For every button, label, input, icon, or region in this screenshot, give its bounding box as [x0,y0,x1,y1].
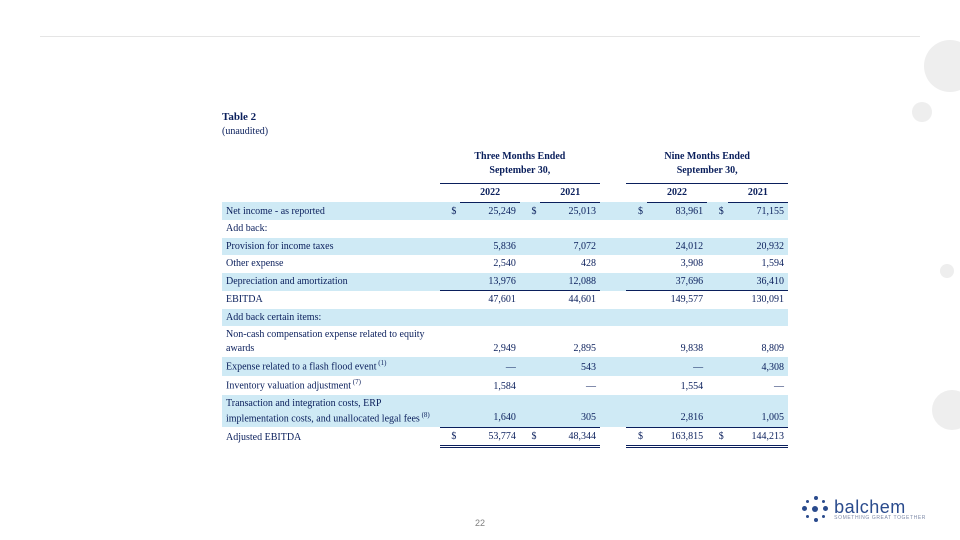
cell-value: 428 [540,255,600,273]
cell-value [540,309,600,327]
cell-value: 2,895 [540,326,600,357]
table-row: Other expense 2,540 428 3,908 1,594 [222,255,788,273]
row-label: Expense related to a flash flood event (… [222,357,440,376]
cell-value: 1,584 [460,376,520,395]
table-row: Expense related to a flash flood event (… [222,357,788,376]
table-row: Provision for income taxes 5,836 7,072 24,0… [222,238,788,256]
row-label: Other expense [222,255,440,273]
row-label: Add back: [222,220,440,238]
cell-value: 1,594 [728,255,788,273]
row-label: Depreciation and amortization [222,273,440,291]
cell-value: 44,601 [540,291,600,309]
cell-value: 1,554 [647,376,707,395]
cell-value: 71,155 [728,202,788,220]
cell-value: 83,961 [647,202,707,220]
cell-value: 36,410 [728,273,788,291]
col-3m-2021: 2021 [540,184,600,203]
cell-value: 1,640 [460,395,520,427]
table-row: Adjusted EBITDA$53,774$48,344$163,815$14… [222,427,788,447]
cell-value: 37,696 [647,273,707,291]
ebitda-table: Three Months EndedSeptember 30, Nine Mon… [222,148,788,448]
cell-value: — [647,357,707,376]
table-basis: (unaudited) [222,125,788,139]
col-group-9m: Nine Months EndedSeptember 30, [626,148,788,179]
table-region: Table 2 (unaudited) Three Months EndedSe… [222,110,788,448]
logo-tagline: SOMETHING GREAT TOGETHER [834,516,926,521]
row-label: Transaction and integration costs, ERP i… [222,395,440,427]
cell-value [540,220,600,238]
cell-value: 13,976 [460,273,520,291]
col-group-3m: Three Months EndedSeptember 30, [440,148,600,179]
cell-value [647,220,707,238]
cell-value [728,220,788,238]
cell-value: 4,308 [728,357,788,376]
table-row: Depreciation and amortization 13,976 12,08… [222,273,788,291]
cell-value: 25,013 [540,202,600,220]
cell-value: 149,577 [647,291,707,309]
cell-value: 130,091 [728,291,788,309]
table-row: Add back: [222,220,788,238]
decorative-circles [870,10,960,540]
row-label: Add back certain items: [222,309,440,327]
row-label: EBITDA [222,291,440,309]
cell-value: 7,072 [540,238,600,256]
cell-value [728,309,788,327]
cell-value: 12,088 [540,273,600,291]
cell-value: 2,540 [460,255,520,273]
cell-value: 47,601 [460,291,520,309]
cell-value: 144,213 [728,427,788,447]
table-title: Table 2 [222,110,788,125]
table-row: Add back certain items: [222,309,788,327]
cell-value: 20,932 [728,238,788,256]
table-row: Non-cash compensation expense related to… [222,326,788,357]
cell-value: 8,809 [728,326,788,357]
cell-value: 305 [540,395,600,427]
row-label: Net income - as reported [222,202,440,220]
cell-value: 5,836 [460,238,520,256]
logo-mark [802,496,828,522]
table-row: Transaction and integration costs, ERP i… [222,395,788,427]
cell-value [460,220,520,238]
balchem-logo: balchem SOMETHING GREAT TOGETHER [802,496,926,522]
cell-value: 543 [540,357,600,376]
top-divider [40,36,920,37]
table-row: Inventory valuation adjustment (7) 1,584 —… [222,376,788,395]
col-9m-2022: 2022 [647,184,707,203]
row-label: Adjusted EBITDA [222,427,440,447]
cell-value [647,309,707,327]
row-label: Provision for income taxes [222,238,440,256]
table-row: Net income - as reported$25,249$25,013$8… [222,202,788,220]
cell-value: 9,838 [647,326,707,357]
cell-value: 163,815 [647,427,707,447]
cell-value: — [728,376,788,395]
cell-value: 3,908 [647,255,707,273]
row-label: Inventory valuation adjustment (7) [222,376,440,395]
cell-value: 2,816 [647,395,707,427]
cell-value: 48,344 [540,427,600,447]
cell-value: 2,949 [460,326,520,357]
col-9m-2021: 2021 [728,184,788,203]
cell-value: 1,005 [728,395,788,427]
col-3m-2022: 2022 [460,184,520,203]
logo-wordmark: balchem [834,498,926,516]
cell-value [460,309,520,327]
cell-value: 25,249 [460,202,520,220]
table-row: EBITDA 47,601 44,601 149,577 130,091 [222,291,788,309]
cell-value: — [540,376,600,395]
cell-value: — [460,357,520,376]
row-label: Non-cash compensation expense related to… [222,326,440,357]
cell-value: 53,774 [460,427,520,447]
cell-value: 24,012 [647,238,707,256]
